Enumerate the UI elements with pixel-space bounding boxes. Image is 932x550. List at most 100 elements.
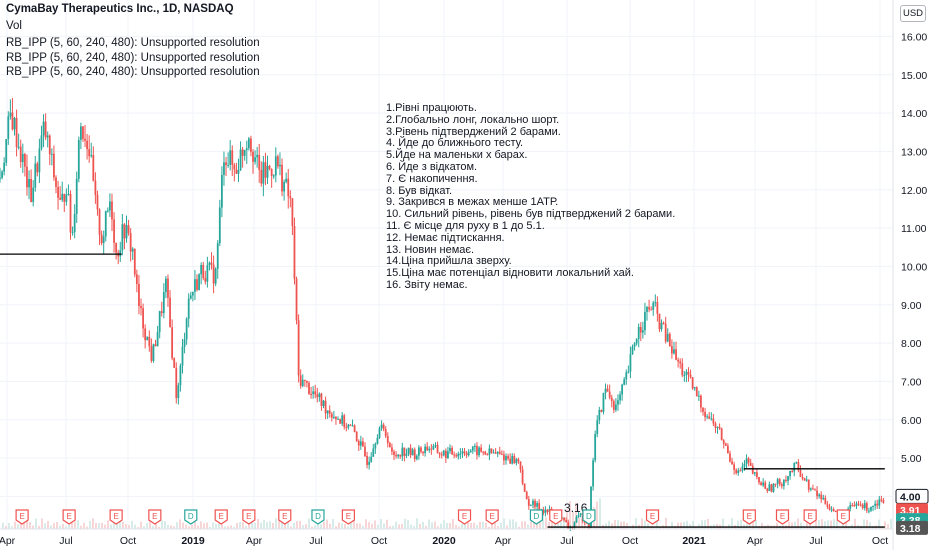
candle-body [23,154,26,167]
candle-body [484,451,487,455]
candle-body [368,461,371,465]
volume-bar [350,522,352,529]
candle-body [189,295,192,299]
candle-body [200,265,203,275]
volume-bar [518,526,520,529]
x-tick-label: 2019 [181,535,205,547]
volume-bar [245,525,247,529]
candle-body [741,466,744,471]
volume-bar [866,519,868,529]
candle-body [691,377,694,389]
volume-bar [299,520,301,529]
candle-body [129,233,132,252]
indicator-label-2[interactable]: RB_IPP (5, 60, 240, 480): Unsupported re… [6,52,260,64]
volume-bar [284,522,286,529]
indicator-label-1[interactable]: RB_IPP (5, 60, 240, 480): Unsupported re… [6,37,260,49]
candle-body [756,472,758,478]
volume-bar [224,526,226,529]
candle-body [868,510,870,512]
earnings-marker: E [242,509,256,525]
volume-bar [692,521,694,529]
volume-bar [455,524,457,529]
marker-letter: E [219,512,224,521]
candle-body [778,479,781,485]
candle-body [332,416,335,418]
candle-body [451,447,453,455]
volume-label[interactable]: Vol [6,20,22,32]
candle-body [328,410,331,414]
volume-bar [263,519,265,529]
marker-letter: D [315,512,321,521]
x-tick-label: Apr [0,535,16,547]
candle-body [36,163,39,173]
currency-button[interactable]: USD [900,5,926,22]
volume-bar [374,520,376,529]
volume-bar [44,523,46,529]
volume-bar [737,520,739,529]
analysis-notes: 1.Рівні працюють. 2.Глобально лонг, лока… [386,102,676,292]
candle-body [339,418,341,424]
candle-body [388,443,391,448]
candle-body [146,336,149,341]
candle-body [391,447,393,452]
candle-body [758,477,760,483]
candle-body [252,151,254,162]
candle-body [231,150,234,165]
volume-bar [203,523,205,529]
candle-body [65,194,68,202]
candle-body [675,349,677,360]
candle-body [440,454,443,456]
candle-body [160,311,163,314]
volume-bar [347,526,349,529]
candle-body [142,308,144,329]
volume-bar [647,523,649,529]
volume-bar [122,522,124,529]
marker-shape [803,509,817,525]
volume-bar [836,520,838,529]
candle-body [9,112,12,117]
candle-body [469,450,472,453]
candle-body [693,387,696,389]
volume-bar [404,518,406,529]
volume-bar [797,518,799,529]
volume-bar [416,518,418,529]
volume-bar [659,526,661,529]
candle-body [731,461,733,465]
volume-bar [65,526,67,529]
candle-body [629,354,632,372]
dividend-marker: D [184,509,198,525]
candle-body [612,401,615,410]
marker-shape [549,509,563,525]
dividend-marker: D [311,509,325,525]
volume-bar [506,525,508,529]
candle-body [109,201,111,211]
candle-body [42,121,45,136]
volume-bar [740,519,742,529]
note-line: 10. Сильний рівень, рівень був підтвердж… [386,208,676,221]
candle-body [135,274,138,285]
candle-body [503,454,505,461]
volume-bar [848,526,850,529]
volume-bar [254,522,256,529]
volume-bar [371,523,373,529]
candle-body [695,387,698,397]
volume-bar [563,516,565,529]
marker-shape [341,509,355,525]
candle-body [268,165,271,169]
volume-bar [215,523,217,529]
candle-body [167,278,169,298]
candle-body [816,490,818,497]
volume-bar [290,526,292,529]
candle-body [635,338,638,344]
volume-bar [239,522,241,529]
candle-body [28,179,30,188]
candle-body [814,489,816,491]
candle-body [214,268,217,284]
candle-body [177,385,180,399]
volume-bar [890,518,892,529]
candle-body [48,135,51,155]
volume-bar [80,525,82,529]
candle-body [712,418,715,424]
indicator-label-3[interactable]: RB_IPP (5, 60, 240, 480): Unsupported re… [6,66,260,78]
